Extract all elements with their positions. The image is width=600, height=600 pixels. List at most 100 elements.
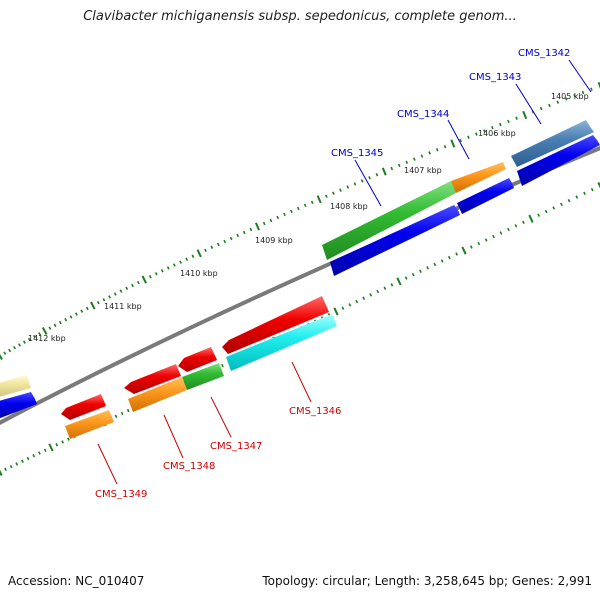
- tick-label: 1412 kbp: [28, 334, 66, 343]
- tick-minor: [191, 254, 195, 258]
- tick-minor: [348, 303, 352, 307]
- tick-minor: [131, 283, 134, 288]
- tick-minor: [556, 100, 560, 104]
- leader-line: [515, 83, 542, 125]
- gene-feature[interactable]: [457, 178, 514, 214]
- tick-minor: [390, 283, 394, 287]
- tick-label: 1405 kbp: [551, 92, 589, 101]
- reverse-features: [61, 296, 337, 439]
- tick-minor: [229, 236, 233, 241]
- gene-feature[interactable]: [322, 181, 456, 260]
- tick-major: [450, 139, 456, 148]
- gene-feature[interactable]: [61, 394, 106, 420]
- tick-minor: [43, 448, 47, 453]
- tick-minor: [346, 185, 350, 189]
- tick-label: 1406 kbp: [478, 129, 516, 138]
- tick-minor: [242, 230, 246, 235]
- tick-minor: [355, 299, 359, 304]
- tick-minor: [426, 266, 430, 270]
- tick-minor: [369, 293, 373, 297]
- gene-label-cms-1345[interactable]: CMS_1345: [331, 148, 383, 159]
- tick-minor: [67, 437, 70, 441]
- tick-minor: [376, 289, 380, 294]
- tick-minor: [221, 363, 224, 368]
- gene-feature[interactable]: [451, 162, 506, 193]
- tick-minor: [154, 272, 158, 276]
- tick-minor: [179, 260, 182, 264]
- tick-minor: [166, 266, 170, 270]
- tick-major: [141, 275, 147, 284]
- gene-feature[interactable]: [124, 364, 181, 394]
- tick-minor: [8, 348, 12, 353]
- tick-major: [461, 246, 467, 255]
- tick-major: [381, 167, 387, 176]
- leader-line: [97, 443, 118, 485]
- tick-minor: [353, 182, 357, 186]
- gene-feature[interactable]: [517, 135, 600, 186]
- accession-text: Accession: NC_010407: [8, 574, 145, 588]
- tick-major: [597, 181, 600, 189]
- tick-minor: [467, 135, 470, 139]
- tick-minor: [515, 116, 518, 120]
- tick-minor: [360, 179, 364, 183]
- tick-minor: [383, 286, 387, 290]
- tick-minor: [368, 176, 371, 180]
- tick-major: [316, 195, 322, 204]
- gene-label-cms-1344[interactable]: CMS_1344: [397, 109, 449, 120]
- tick-minor: [499, 122, 502, 127]
- tick-major: [0, 469, 3, 477]
- tick-minor: [507, 227, 510, 232]
- tick-major: [41, 327, 48, 335]
- gene-feature[interactable]: [330, 205, 460, 276]
- tick-minor: [575, 195, 579, 199]
- gene-feature[interactable]: [182, 363, 224, 390]
- tick-minor: [590, 187, 594, 192]
- gene-feature[interactable]: [0, 392, 37, 420]
- gene-label-cms-1343[interactable]: CMS_1343: [469, 72, 521, 83]
- tick-major: [254, 222, 261, 231]
- tick-label: 1407 kbp: [404, 166, 442, 175]
- map-title: Clavibacter michiganensis subsp. sepedon…: [83, 9, 517, 24]
- tick-label: 1411 kbp: [104, 302, 142, 311]
- tick-minor: [447, 255, 451, 260]
- tick-minor: [136, 280, 140, 285]
- gene-feature[interactable]: [65, 410, 114, 439]
- gene-feature[interactable]: [0, 375, 31, 398]
- tick-minor: [22, 340, 26, 344]
- tick-major: [0, 353, 3, 360]
- gene-feature[interactable]: [511, 120, 594, 167]
- tick-minor: [114, 414, 118, 419]
- tick-minor: [583, 191, 586, 196]
- gene-feature[interactable]: [128, 377, 187, 412]
- tick-minor: [172, 263, 176, 267]
- gene-label-cms-1347[interactable]: CMS_1347: [210, 441, 262, 452]
- tick-major: [597, 81, 600, 89]
- gene-feature[interactable]: [226, 314, 337, 371]
- leader-line: [568, 59, 592, 93]
- position-labels: 1405 kbp 1406 kbp 1407 kbp 1408 kbp 1409…: [28, 92, 589, 343]
- tick-minor: [514, 224, 518, 228]
- tick-minor: [324, 194, 328, 198]
- tick-minor: [236, 233, 240, 238]
- tick-minor: [85, 306, 89, 311]
- tick-minor: [32, 454, 36, 458]
- tick-minor: [475, 132, 478, 136]
- gene-label-cms-1348[interactable]: CMS_1348: [163, 461, 215, 472]
- tick-minor: [522, 220, 525, 225]
- gene-label-cms-1342[interactable]: CMS_1342: [518, 48, 570, 59]
- gene-feature[interactable]: [222, 296, 329, 354]
- gene-label-cms-1349[interactable]: CMS_1349: [95, 489, 147, 500]
- tick-minor: [339, 188, 342, 192]
- gene-label-cms-1346[interactable]: CMS_1346: [289, 406, 341, 417]
- tick-minor: [590, 87, 593, 91]
- tick-minor: [552, 206, 556, 210]
- tick-minor: [428, 151, 431, 155]
- gene-feature[interactable]: [178, 347, 217, 372]
- tick-minor: [55, 443, 59, 447]
- tick-major: [90, 301, 96, 310]
- tick-minor: [492, 234, 495, 239]
- leader-line: [210, 396, 232, 438]
- tick-minor: [48, 326, 52, 330]
- tick-minor: [13, 346, 16, 350]
